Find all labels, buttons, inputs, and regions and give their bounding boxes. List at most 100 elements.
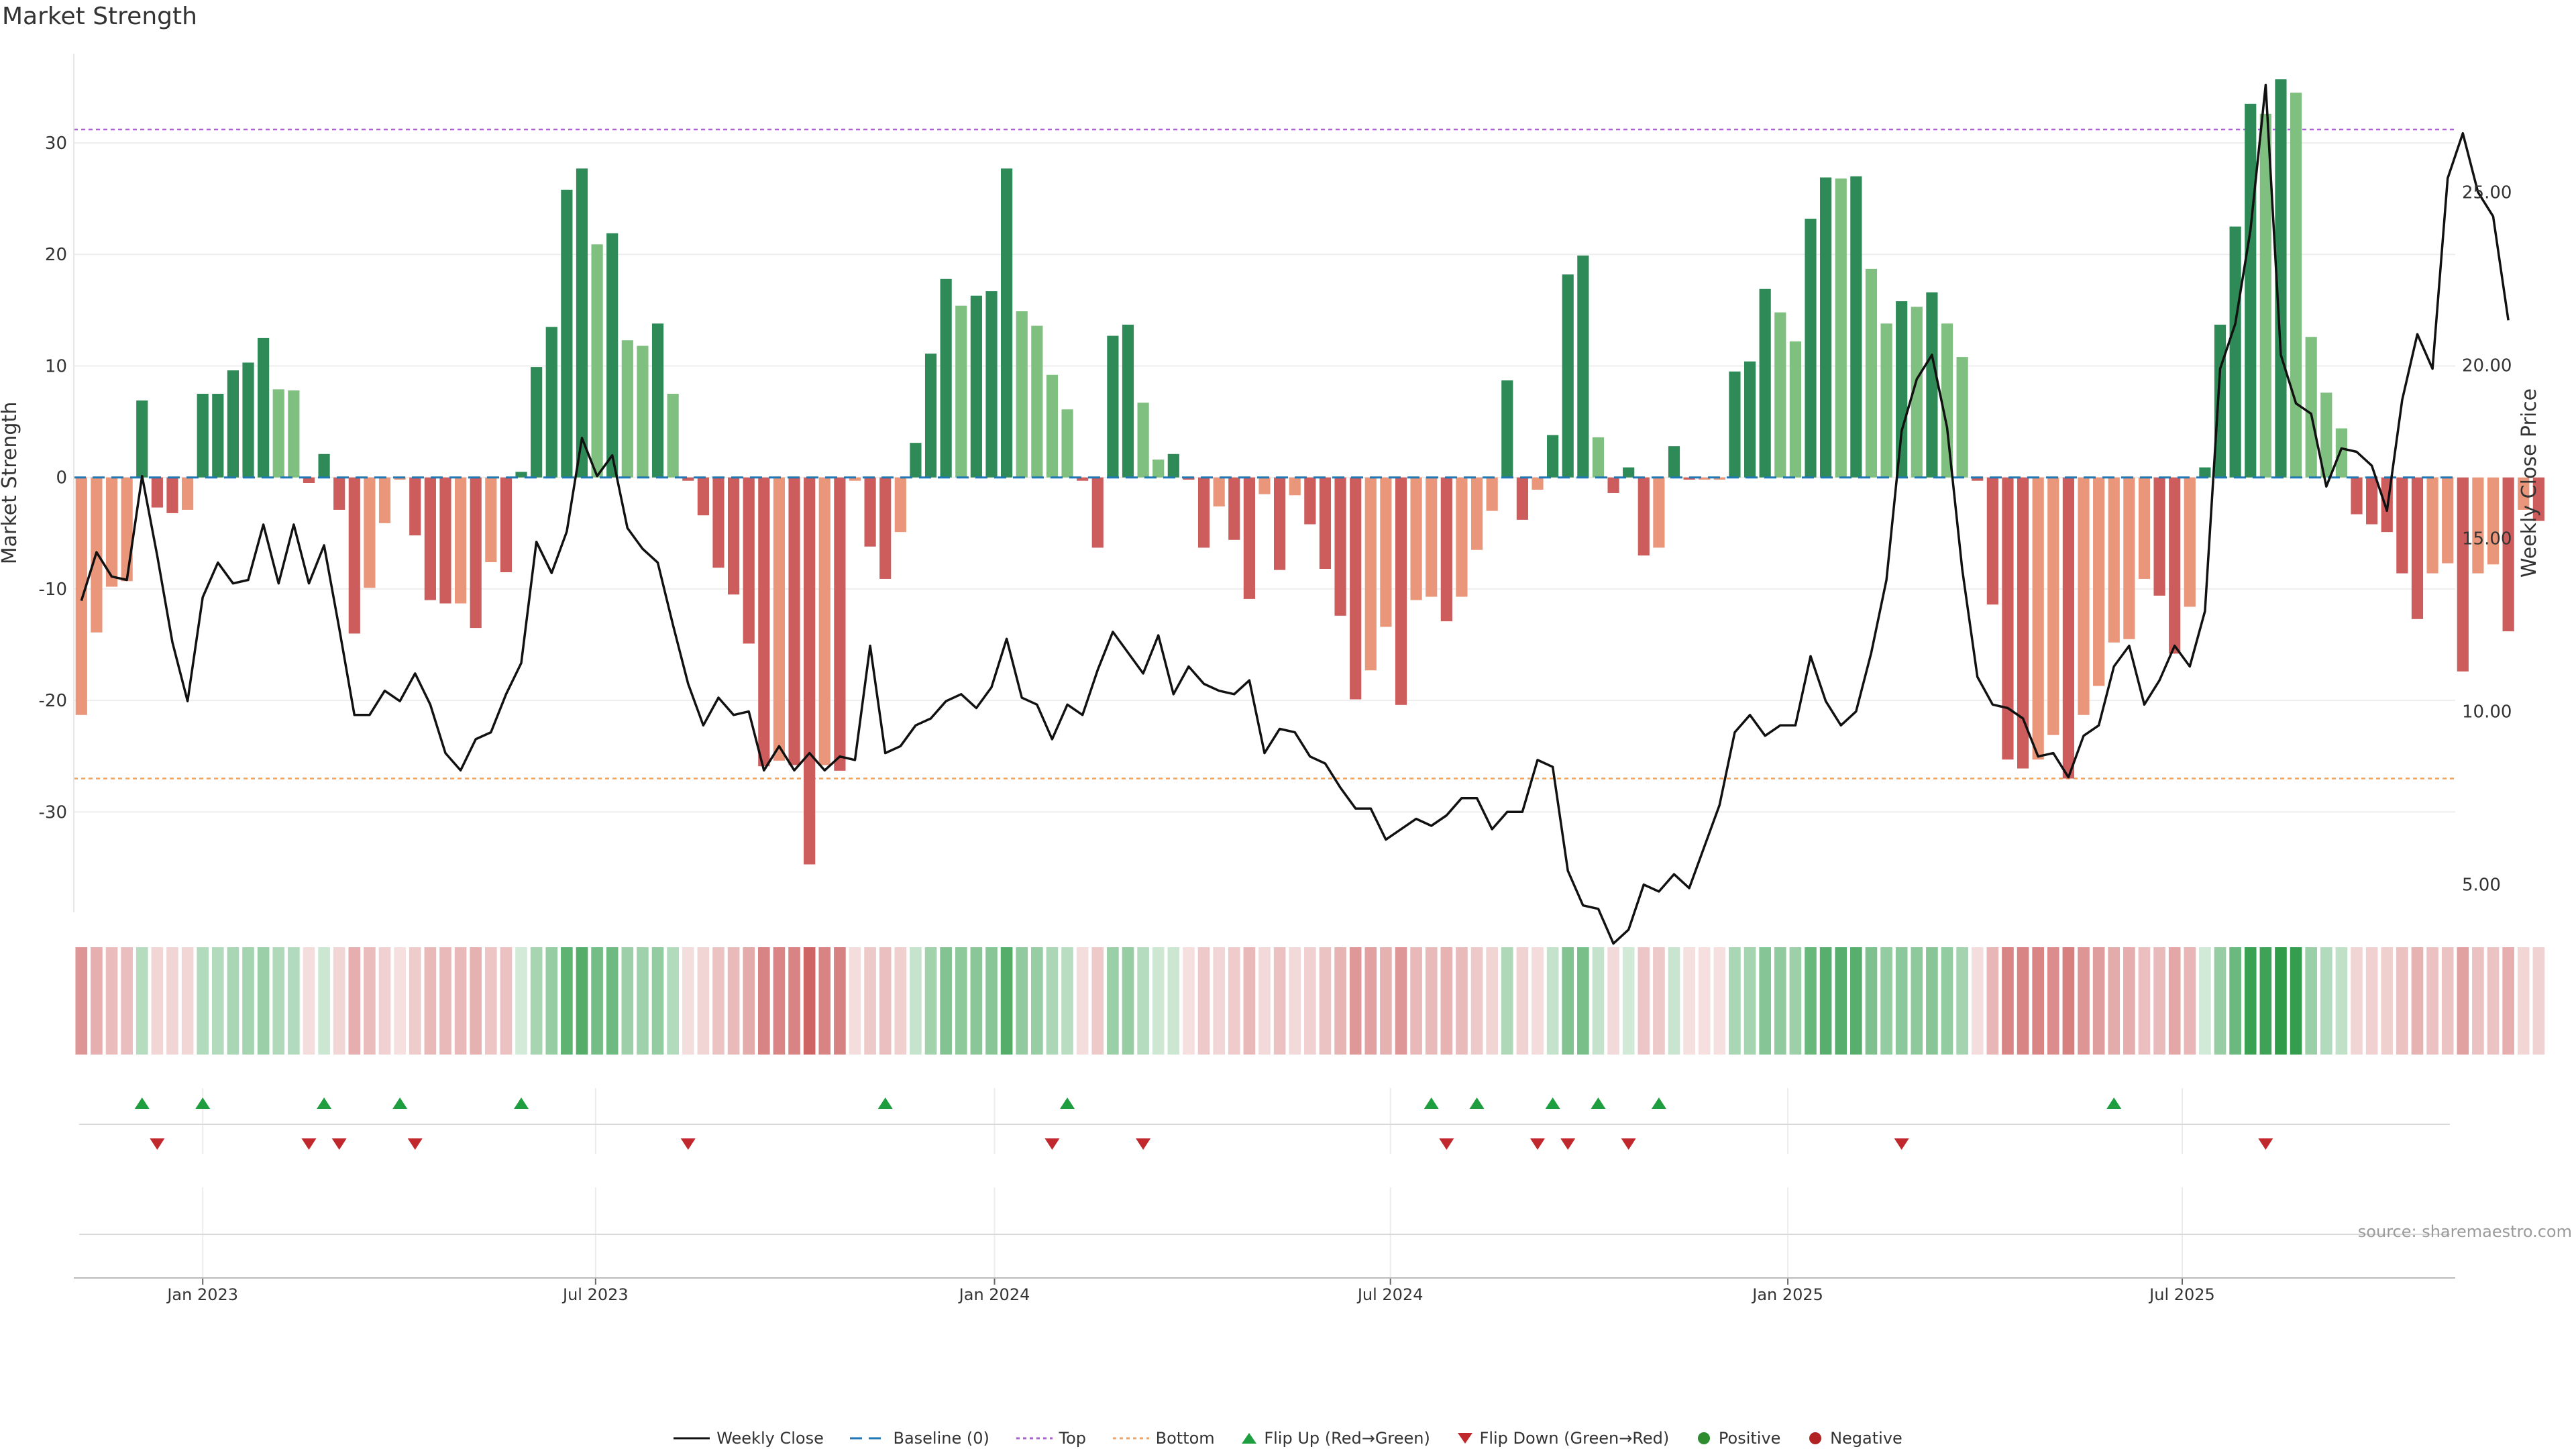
legend-item-flip-down[interactable]: Flip Down (Green→Red): [1457, 1428, 1669, 1448]
heat-cell: [181, 947, 194, 1055]
heat-cell: [484, 947, 497, 1055]
strength-bar: [1986, 477, 1998, 605]
strength-bar: [2169, 477, 2181, 654]
strength-bar: [2184, 477, 2196, 607]
strength-bar: [2366, 477, 2378, 525]
legend-item-top[interactable]: Top: [1016, 1428, 1086, 1448]
strength-bar: [2062, 477, 2074, 779]
legend-label: Positive: [1718, 1428, 1781, 1448]
strength-bar: [1031, 325, 1043, 478]
strength-bar: [2214, 324, 2226, 478]
strength-bar: [1304, 477, 1316, 525]
heat-cell: [773, 947, 786, 1055]
strength-bar: [561, 189, 573, 478]
heat-cell: [1713, 947, 1726, 1055]
flip-up-marker: [2106, 1097, 2122, 1109]
heat-cell: [2168, 947, 2181, 1055]
legend-item-positive[interactable]: Positive: [1696, 1428, 1781, 1448]
strength-bar: [1350, 477, 1362, 700]
strength-bar: [2457, 477, 2469, 672]
heat-cell: [2396, 947, 2408, 1055]
strength-bar: [531, 367, 543, 478]
strength-bar: [1699, 477, 1711, 480]
flip-down-marker: [680, 1138, 696, 1150]
strength-bar: [136, 400, 148, 478]
strength-bar: [1759, 288, 1771, 478]
heat-cell: [121, 947, 133, 1055]
heat-cell: [667, 947, 679, 1055]
heat-cell: [924, 947, 937, 1055]
heat-cell: [1911, 947, 1923, 1055]
heat-cell: [75, 947, 88, 1055]
heat-cell: [2290, 947, 2302, 1055]
heat-cell: [621, 947, 634, 1055]
strength-bar: [2002, 477, 2014, 760]
legend-dotted-icon: [1016, 1437, 1053, 1439]
heat-cell: [2184, 947, 2196, 1055]
strength-bar: [2032, 477, 2044, 760]
strength-bar: [1258, 477, 1271, 494]
strength-bar: [303, 477, 315, 483]
flip-down-marker: [2258, 1138, 2273, 1150]
strength-bar: [1820, 177, 1832, 478]
triangle-down-icon: [1457, 1432, 1472, 1444]
strength-bar: [2123, 477, 2135, 639]
heat-cell: [1152, 947, 1165, 1055]
legend-label: Negative: [1830, 1428, 1902, 1448]
strength-bar: [1274, 477, 1286, 570]
heat-cell: [2002, 947, 2014, 1055]
heat-cell: [788, 947, 800, 1055]
strength-bar: [439, 477, 451, 604]
legend-label: Bottom: [1155, 1428, 1215, 1448]
strength-bar: [1228, 477, 1240, 540]
flip-up-marker: [195, 1097, 211, 1109]
strength-bar: [924, 354, 937, 478]
strength-bar: [955, 305, 967, 478]
heat-cell: [1289, 947, 1301, 1055]
heat-cell: [1456, 947, 1468, 1055]
heat-cell: [515, 947, 527, 1055]
strength-bar: [1486, 477, 1498, 511]
heat-cell: [303, 947, 315, 1055]
heat-cell: [2411, 947, 2424, 1055]
heat-cell: [1956, 947, 1968, 1055]
strength-bar: [288, 390, 300, 478]
strength-bar: [394, 477, 406, 480]
weekly-close-series-line: [80, 83, 2510, 945]
legend-item-bottom[interactable]: Bottom: [1112, 1428, 1215, 1448]
strength-bar: [1562, 274, 1574, 478]
legend-item-flip-up[interactable]: Flip Up (Red→Green): [1241, 1428, 1430, 1448]
legend-item-baseline[interactable]: Baseline (0): [850, 1428, 989, 1448]
y-tick-label-left: 20: [45, 245, 67, 265]
heat-cell: [1273, 947, 1286, 1055]
strength-bar: [682, 477, 694, 481]
strength-bar: [970, 295, 982, 478]
heat-cell: [940, 947, 952, 1055]
heat-cell: [1592, 947, 1605, 1055]
flip-up-marker: [317, 1097, 332, 1109]
y-tick-label-left: -10: [39, 580, 67, 600]
heat-cell: [561, 947, 573, 1055]
strength-bar: [1319, 477, 1332, 569]
heat-cell: [1107, 947, 1119, 1055]
legend-item-negative[interactable]: Negative: [1807, 1428, 1902, 1448]
flip-up-marker: [877, 1097, 893, 1109]
heat-cell: [1425, 947, 1438, 1055]
strength-bar: [1152, 460, 1165, 478]
heat-cell: [2047, 947, 2059, 1055]
x-tick-label: Jul 2025: [2148, 1285, 2215, 1304]
flip-down-marker: [1621, 1138, 1636, 1150]
strength-bar: [500, 477, 513, 572]
heat-cell: [818, 947, 831, 1055]
strength-bar: [1410, 477, 1422, 600]
flip-down-marker: [407, 1138, 423, 1150]
heat-cell: [2335, 947, 2348, 1055]
heat-cell: [2032, 947, 2045, 1055]
flip-down-marker: [1560, 1138, 1576, 1150]
heat-cell: [1789, 947, 1802, 1055]
heat-cell: [1031, 947, 1043, 1055]
strength-bar: [121, 477, 133, 582]
legend-item-weekly-close[interactable]: Weekly Close: [674, 1428, 824, 1448]
heat-cell: [849, 947, 861, 1055]
heat-cell: [318, 947, 330, 1055]
